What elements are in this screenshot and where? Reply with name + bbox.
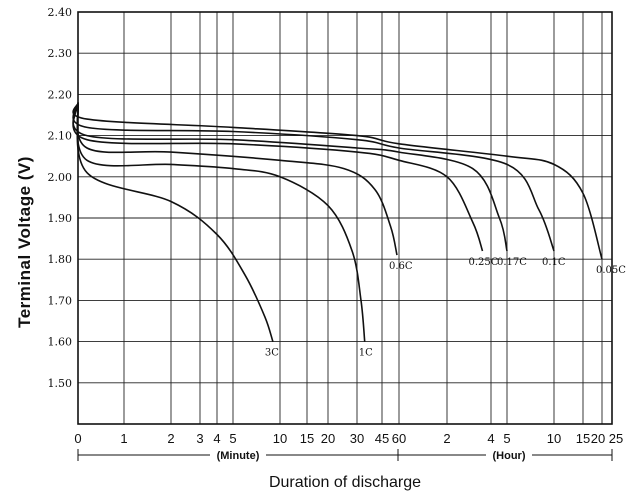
y-tick-label: 1.50 — [48, 377, 73, 390]
curve-label: 1C — [359, 348, 373, 359]
x-tick-label: 60 — [392, 431, 406, 446]
plot-frame — [77, 11, 613, 425]
curve-0_1C — [72, 102, 555, 252]
x-tick-label: 20 — [591, 431, 605, 446]
x-tick-label: 2 — [167, 431, 174, 446]
y-tick-label: 1.60 — [48, 336, 73, 349]
y-tick-label: 2.00 — [48, 171, 73, 184]
y-tick-label: 2.40 — [48, 6, 73, 19]
curve-0_25C — [72, 102, 484, 252]
y-tick-label: 2.10 — [48, 130, 73, 143]
y-tick-label: 1.70 — [48, 294, 73, 307]
y-tick-label: 2.20 — [48, 88, 73, 101]
curve-3C — [76, 102, 274, 342]
x-tick-label: 5 — [229, 431, 236, 446]
x-tick-label: 10 — [547, 431, 561, 446]
x-tick-label: 30 — [350, 431, 364, 446]
curve-label: 3C — [265, 348, 279, 359]
x-tick-labels: 0 1 2 3 4 5 10 15 20 30 45 60 2 4 5 10 15 20 25 — [74, 431, 623, 446]
x-tick-label: 20 — [321, 431, 335, 446]
x-tick-label: 5 — [503, 431, 510, 446]
x-tick-label: 15 — [576, 431, 590, 446]
curve-0_05C — [72, 101, 603, 260]
x-tick-label: 4 — [213, 431, 220, 446]
curve-label: 0.6C — [389, 261, 413, 272]
curve-label: 0.05C — [596, 265, 626, 276]
y-axis-label: Terminal Voltage (V) — [15, 156, 34, 328]
x-tick-label: 10 — [273, 431, 287, 446]
curve-label: 0.1C — [542, 257, 566, 268]
x-tick-label: 15 — [300, 431, 314, 446]
y-tick-label: 1.90 — [48, 212, 73, 225]
curve-label: 0.17C — [497, 257, 527, 268]
curve-label: 0.25C — [469, 257, 499, 268]
x-tick-label: 45 — [375, 431, 389, 446]
curves — [72, 101, 603, 342]
x-unit-row: (Minute) (Hour) — [77, 449, 613, 462]
y-tick-labels: 2.40 2.30 2.20 2.10 2.00 1.90 1.80 1.70 1.60 1.50 — [48, 6, 73, 390]
curve-1C — [76, 102, 366, 342]
grid — [77, 11, 613, 425]
curve-0_6C — [76, 102, 398, 256]
x-tick-label: 3 — [196, 431, 203, 446]
minute-unit-label: (Minute) — [217, 450, 260, 462]
y-tick-label: 2.30 — [48, 47, 73, 60]
x-axis-label: Duration of discharge — [269, 474, 421, 491]
x-tick-label: 2 — [443, 431, 450, 446]
x-tick-label: 25 — [609, 431, 623, 446]
x-tick-label: 1 — [120, 431, 127, 446]
hour-unit-label: (Hour) — [493, 450, 526, 462]
curve-0_17C — [72, 102, 508, 252]
y-tick-label: 1.80 — [48, 253, 73, 266]
x-tick-label: 4 — [487, 431, 494, 446]
x-tick-label: 0 — [74, 431, 81, 446]
